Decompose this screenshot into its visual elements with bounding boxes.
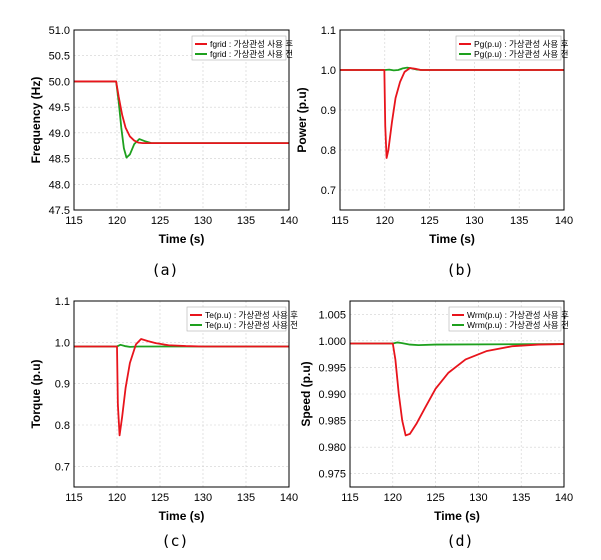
legend-entry: Wrm(p.u) : 가상관성 사용 후: [467, 310, 569, 320]
y-tick-label: 1.005: [318, 309, 346, 321]
legend-entry: Pg(p.u) : 가상관성 사용 후: [474, 39, 569, 49]
chart-panel-c: 115 120 125 130 135 140 0.7 0.8 0.9 1.0 1.1 Te(p.u)…: [29, 296, 298, 550]
y-axis-label: Frequency (Hz): [29, 77, 43, 164]
x-tick-label: 120: [108, 215, 126, 227]
x-tick-label: 140: [280, 492, 298, 504]
y-tick-label: 0.985: [318, 416, 346, 428]
y-tick-label: 0.9: [321, 105, 336, 117]
x-tick-label: 125: [151, 492, 169, 504]
legend-entry: fgrid : 가상관성 사용 전: [210, 49, 293, 59]
y-tick-label: 0.990: [318, 389, 346, 401]
plot-frame: [73, 29, 290, 211]
x-axis-label: Time (s): [434, 509, 480, 523]
x-axis-label: Time (s): [159, 232, 205, 246]
x-tick-label: 125: [426, 492, 444, 504]
y-tick-label: 49.5: [49, 102, 70, 114]
x-tick-label: 135: [237, 215, 255, 227]
series-line-red: [74, 338, 289, 437]
plot-frame: [73, 300, 290, 488]
y-tick-label: 1.0: [321, 65, 336, 77]
legend-box: [455, 35, 562, 61]
x-tick-label: 115: [341, 492, 359, 504]
x-tick-label: 135: [510, 215, 528, 227]
y-tick-label: 0.7: [321, 185, 336, 197]
legend-box: [191, 35, 287, 61]
legend-entry: Te(p.u) : 가상관성 사용 후: [205, 310, 298, 320]
panel-caption: (a): [151, 261, 178, 279]
y-tick-label: 1.1: [321, 25, 336, 37]
x-tick-label: 130: [194, 492, 212, 504]
y-tick-label: 47.5: [49, 205, 70, 217]
legend-entry: Wrm(p.u) : 가상관성 사용 전: [467, 320, 569, 330]
legend-entry: Pg(p.u) : 가상관성 사용 전: [474, 49, 568, 59]
y-tick-label: 0.980: [318, 442, 346, 454]
y-tick-label: 1.000: [318, 336, 346, 348]
x-tick-label: 130: [194, 215, 212, 227]
panel-caption: (c): [161, 532, 188, 550]
panel-caption: (d): [446, 532, 473, 550]
y-tick-label: 0.975: [318, 469, 346, 481]
plot-area: [350, 301, 564, 487]
x-tick-label: 135: [237, 492, 255, 504]
y-tick-label: 0.9: [55, 379, 70, 391]
x-tick-label: 140: [555, 215, 573, 227]
chart-panel-d: 115 120 125 130 135 140 0.975 0.980 0.985 0.990 0.…: [299, 300, 573, 550]
x-axis-label: Time (s): [159, 509, 205, 523]
legend-box: [186, 306, 287, 332]
x-tick-label: 130: [465, 215, 483, 227]
legend-entry: Te(p.u) : 가상관성 사용 전: [205, 320, 298, 330]
plot-frame: [339, 29, 565, 211]
y-tick-label: 48.5: [49, 154, 70, 166]
y-tick-label: 51.0: [49, 25, 70, 37]
y-tick-label: 49.0: [49, 128, 70, 140]
x-tick-label: 120: [384, 492, 402, 504]
x-tick-label: 125: [151, 215, 169, 227]
y-tick-label: 48.0: [49, 179, 70, 191]
x-axis-label: Time (s): [429, 232, 475, 246]
series-line-red: [350, 342, 565, 437]
legend-box: [448, 306, 562, 332]
y-tick-label: 1.0: [55, 337, 70, 349]
legend-entry: fgrid : 가상관성 사용 후: [210, 39, 293, 49]
chart-panel-b: 115 120 125 130 135 140 0.7 0.8 0.9 1.0 1.1 Pg(p.u)…: [295, 25, 573, 279]
y-tick-label: 0.7: [55, 461, 70, 473]
x-tick-label: 125: [420, 215, 438, 227]
y-tick-label: 0.8: [55, 420, 70, 432]
panel-caption: (b): [446, 261, 473, 279]
chart-panel-a: 115 120 125 130 135 140 47.5 48.0 48.5 49.0 49.5 50…: [29, 25, 298, 279]
x-tick-label: 130: [469, 492, 487, 504]
x-tick-label: 140: [555, 492, 573, 504]
y-tick-label: 50.5: [49, 51, 70, 63]
y-axis-label: Power (p.u): [295, 87, 309, 152]
y-tick-label: 1.1: [55, 296, 70, 308]
y-axis-label: Torque (p.u): [29, 359, 43, 428]
x-tick-label: 120: [376, 215, 394, 227]
series-line-red: [74, 80, 289, 145]
series-line-red: [340, 67, 564, 159]
y-axis-label: Speed (p.u): [299, 361, 313, 426]
x-tick-label: 115: [331, 215, 349, 227]
y-tick-label: 50.0: [49, 76, 70, 88]
y-tick-label: 0.8: [321, 145, 336, 157]
plot-area: [74, 301, 289, 487]
plot-frame: [349, 300, 565, 488]
x-tick-label: 115: [65, 492, 83, 504]
x-tick-label: 120: [108, 492, 126, 504]
x-tick-label: 115: [65, 215, 83, 227]
y-tick-label: 0.995: [318, 362, 346, 374]
x-tick-label: 135: [512, 492, 530, 504]
x-tick-label: 140: [280, 215, 298, 227]
